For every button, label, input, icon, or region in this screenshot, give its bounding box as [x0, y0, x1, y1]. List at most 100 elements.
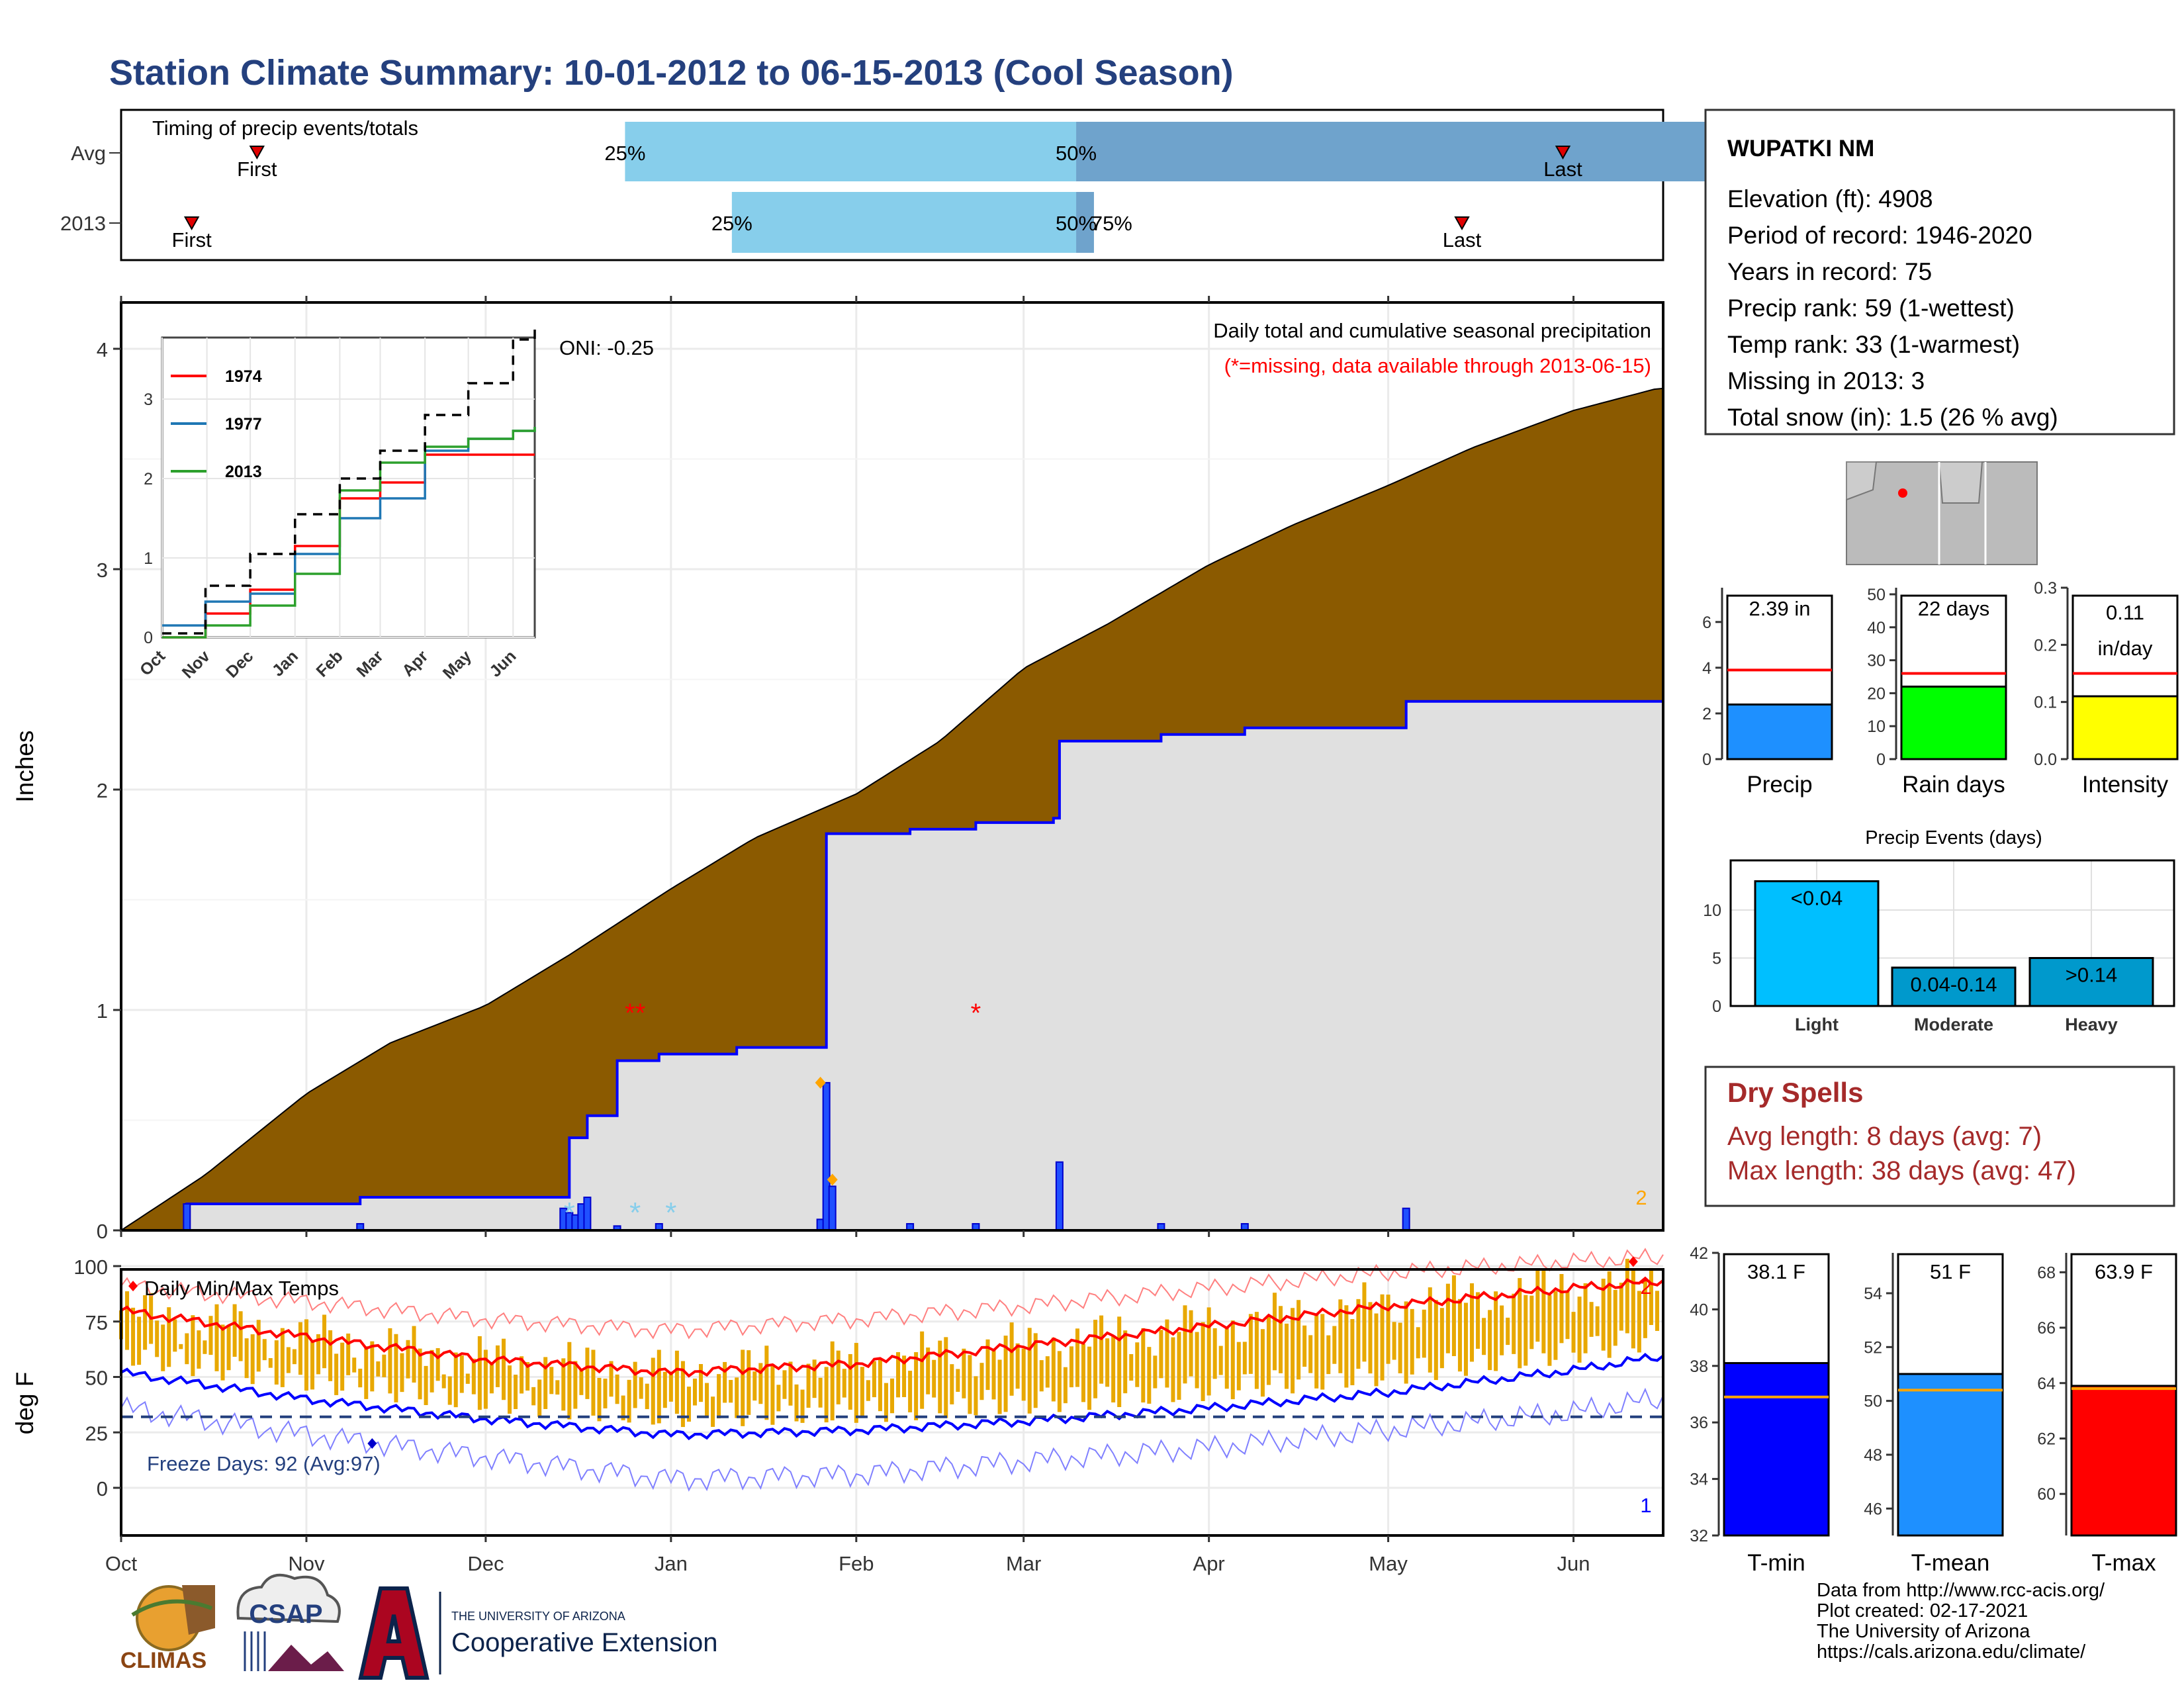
- temp-daily-bar: [1165, 1319, 1169, 1388]
- tsummary-axis-label-tmin: T-min: [1747, 1550, 1805, 1576]
- summary-tick-label-raindays: 40: [1867, 619, 1886, 637]
- station-line: Temp rank: 33 (1-warmest): [1727, 331, 2020, 358]
- temp-daily-bar: [1201, 1322, 1205, 1401]
- temp-panel-border: [120, 1268, 1664, 1537]
- missing-marker: *: [971, 999, 981, 1028]
- temp-daily-bar: [1625, 1258, 1629, 1334]
- temp-daily-bar: [1159, 1330, 1163, 1379]
- tsummary-tick-label-tmin: 32: [1690, 1527, 1708, 1545]
- temp-daily-bar: [788, 1361, 793, 1406]
- precip-cumulative-2013-area: [121, 701, 1663, 1230]
- temp-daily-bar: [1439, 1308, 1444, 1369]
- temp-daily-bar: [890, 1378, 894, 1414]
- temp-daily-bar: [758, 1363, 763, 1404]
- temp-daily-bar: [232, 1304, 237, 1357]
- temp-daily-bar: [842, 1369, 846, 1398]
- temp-daily-bar: [203, 1340, 207, 1354]
- summary-label-intensity: in/day: [2098, 637, 2153, 660]
- events-category-Light: Light: [1795, 1015, 1839, 1034]
- temp-daily-bar: [340, 1342, 345, 1391]
- temp-daily-bar: [226, 1326, 231, 1371]
- temp-daily-bar: [1015, 1343, 1020, 1389]
- tsummary-label-tmin: 38.1 F: [1747, 1260, 1805, 1283]
- temp-daily-bar: [1147, 1347, 1152, 1404]
- temp-daily-bar: [1045, 1356, 1050, 1388]
- page-title: Station Climate Summary: 10-01-2012 to 0…: [109, 53, 1234, 93]
- temp-daily-bar: [747, 1350, 751, 1415]
- events-category-Heavy: Heavy: [2065, 1015, 2118, 1034]
- temp-daily-bar: [364, 1346, 369, 1399]
- temp-daily-bar: [1189, 1310, 1193, 1377]
- temp-daily-bar: [394, 1334, 398, 1402]
- month-label-Jan: Jan: [655, 1552, 688, 1575]
- temp-daily-bar: [412, 1326, 416, 1383]
- station-line: Precip rank: 59 (1-wettest): [1727, 295, 2015, 322]
- temp-daily-bar: [262, 1339, 267, 1361]
- climas-logo-text: CLIMAS: [120, 1648, 206, 1673]
- events-title: Precip Events (days): [1865, 827, 2042, 848]
- temp-daily-bar: [1559, 1273, 1564, 1344]
- temp-daily-bar: [280, 1328, 285, 1387]
- temp-daily-bar: [585, 1348, 590, 1399]
- tsummary-axis-label-tmean: T-mean: [1911, 1550, 1990, 1576]
- temp-daily-bar: [514, 1375, 518, 1410]
- temp-daily-bar: [1081, 1344, 1085, 1402]
- temp-daily-bar: [717, 1374, 721, 1419]
- precip-snow-marker: [815, 1076, 826, 1089]
- temp-daily-bar: [1643, 1279, 1647, 1338]
- summary-tick-label-precip: 2: [1702, 705, 1711, 723]
- temp-daily-bar: [1595, 1306, 1600, 1336]
- precip-snow-asterisk: *: [629, 1197, 641, 1229]
- temp-daily-bar: [388, 1328, 392, 1394]
- temp-daily-bar: [1571, 1312, 1576, 1353]
- temp-daily-bar: [1482, 1318, 1486, 1355]
- temp-daily-bar: [1087, 1346, 1092, 1410]
- temp-high-count: 2: [1640, 1275, 1651, 1299]
- temp-daily-bar: [926, 1348, 931, 1394]
- temp-daily-bar: [854, 1343, 858, 1423]
- temp-daily-bar: [997, 1359, 1002, 1414]
- month-label-Feb: Feb: [839, 1552, 874, 1575]
- tsummary-tick-label-tmean: 50: [1864, 1393, 1882, 1411]
- temp-daily-bar: [735, 1377, 739, 1418]
- summary-tick-label-raindays: 10: [1867, 717, 1886, 736]
- tsummary-label-tmax: 63.9 F: [2095, 1260, 2153, 1283]
- temp-daily-bar: [668, 1371, 673, 1402]
- map-state-outlines: [1846, 461, 2038, 565]
- tsummary-tick-label-tmin: 40: [1690, 1301, 1708, 1319]
- inset-ytick-label: 1: [144, 549, 153, 568]
- temp-daily-bar: [561, 1358, 566, 1411]
- temp-daily-bar: [1613, 1290, 1617, 1346]
- temp-daily-bar: [1039, 1360, 1044, 1392]
- temp-daily-bar: [1069, 1346, 1073, 1388]
- temp-daily-bar: [645, 1383, 649, 1410]
- temp-daily-bar: [896, 1352, 901, 1398]
- temp-daily-bar: [352, 1357, 357, 1373]
- temp-daily-bar: [1589, 1302, 1594, 1337]
- tsummary-tick-label-tmax: 62: [2037, 1430, 2056, 1448]
- month-label-Dec: Dec: [467, 1552, 504, 1575]
- temp-daily-bar: [197, 1330, 201, 1369]
- temp-daily-bar: [932, 1359, 936, 1398]
- temp-daily-bar: [441, 1374, 446, 1389]
- precip-ytick-label: 0: [97, 1220, 108, 1243]
- temp-daily-bar: [155, 1320, 159, 1357]
- temp-daily-bar: [1553, 1291, 1558, 1360]
- temp-daily-bar: [430, 1349, 434, 1393]
- temp-daily-bar: [465, 1373, 470, 1384]
- temp-daily-bar: [609, 1361, 614, 1397]
- temp-daily-bar: [920, 1331, 925, 1409]
- temp-daily-bar: [537, 1379, 542, 1417]
- temp-title: Daily Min/Max Temps: [144, 1277, 339, 1300]
- temp-daily-bar: [1410, 1308, 1414, 1375]
- temp-daily-bar: [1619, 1283, 1623, 1331]
- climas-logo-shape: [182, 1585, 215, 1635]
- temp-daily-bar: [1117, 1316, 1122, 1407]
- temp-daily-bar: [902, 1355, 907, 1397]
- temp-daily-bar: [220, 1324, 225, 1381]
- temp-low-count: 1: [1640, 1494, 1651, 1517]
- temp-daily-bar: [657, 1349, 661, 1424]
- temp-daily-bar: [1451, 1275, 1456, 1357]
- tsummary-tick-label-tmean: 46: [1864, 1500, 1882, 1518]
